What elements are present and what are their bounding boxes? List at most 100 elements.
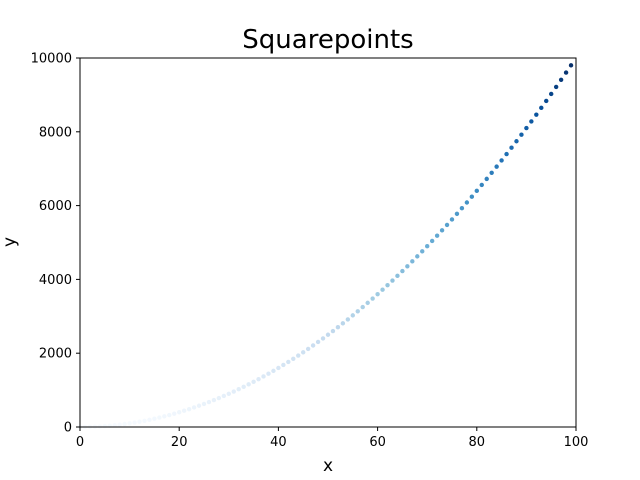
- data-point: [196, 403, 202, 408]
- data-point: [172, 411, 177, 416]
- data-point: [122, 421, 127, 427]
- x-tick-label: 40: [270, 435, 287, 450]
- data-point: [305, 346, 311, 352]
- data-point: [449, 217, 455, 222]
- data-point: [499, 158, 504, 163]
- data-point: [286, 359, 291, 365]
- chart-title: Squarepoints: [242, 25, 413, 55]
- data-point: [142, 418, 147, 423]
- data-point: [266, 371, 271, 376]
- data-point: [439, 228, 445, 233]
- data-point: [395, 273, 400, 279]
- data-point: [504, 151, 509, 157]
- data-point: [405, 264, 410, 269]
- data-point: [494, 164, 499, 169]
- data-point: [420, 249, 425, 254]
- data-point: [102, 423, 108, 429]
- data-point: [186, 406, 192, 412]
- data-point: [474, 188, 479, 194]
- data-point: [355, 309, 360, 314]
- data-point: [534, 112, 539, 117]
- data-point: [291, 356, 296, 361]
- data-point: [454, 211, 460, 217]
- data-point: [335, 325, 341, 330]
- data-point: [509, 145, 514, 150]
- data-point: [132, 420, 137, 425]
- data-point: [320, 336, 326, 341]
- y-tick-label: 8000: [39, 125, 72, 140]
- data-point: [553, 84, 559, 90]
- data-point: [434, 233, 440, 238]
- data-point: [350, 313, 355, 318]
- data-point: [137, 419, 142, 424]
- data-point: [206, 399, 212, 405]
- data-point: [469, 194, 475, 199]
- x-tick-label: 0: [76, 435, 84, 450]
- data-point: [296, 353, 301, 358]
- y-tick-label: 10000: [31, 52, 72, 67]
- x-tick-label: 60: [369, 435, 386, 450]
- data-point: [276, 365, 281, 371]
- x-tick-label: 80: [469, 435, 486, 450]
- data-point: [325, 332, 331, 337]
- data-point: [444, 222, 450, 228]
- x-axis: 0 20 40 60 80 100: [76, 427, 588, 450]
- data-point: [231, 389, 236, 394]
- data-point: [514, 139, 519, 144]
- data-point: [97, 424, 103, 429]
- data-point: [385, 282, 390, 288]
- data-point: [524, 125, 529, 131]
- data-point: [112, 422, 117, 428]
- data-point: [201, 401, 207, 407]
- data-point: [315, 339, 321, 345]
- y-tick-label: 0: [64, 421, 72, 436]
- data-point: [152, 416, 157, 421]
- data-point: [246, 382, 251, 387]
- data-point: [236, 387, 241, 392]
- x-tick-label: 20: [171, 435, 188, 450]
- data-point: [365, 300, 370, 306]
- data-point: [459, 206, 465, 211]
- y-tick-label: 2000: [39, 347, 72, 362]
- data-point: [464, 200, 470, 205]
- data-point: [256, 376, 261, 382]
- data-point: [191, 405, 197, 410]
- data-point: [544, 98, 549, 104]
- data-point: [271, 368, 276, 374]
- data-point: [310, 343, 316, 348]
- y-tick-label: 4000: [39, 273, 72, 288]
- data-point: [127, 421, 132, 426]
- data-point: [370, 296, 375, 301]
- y-tick-label: 6000: [39, 199, 72, 214]
- data-point: [221, 393, 227, 399]
- data-point: [345, 317, 351, 322]
- data-point: [568, 63, 574, 68]
- data-point: [330, 328, 336, 334]
- data-point: [211, 397, 217, 403]
- data-point: [558, 77, 564, 83]
- data-point: [375, 291, 380, 297]
- data-point: [429, 238, 435, 244]
- data-point: [390, 278, 395, 283]
- data-point: [177, 410, 182, 415]
- data-point: [410, 259, 415, 264]
- data-point: [400, 268, 405, 274]
- y-axis-title: y: [0, 237, 20, 247]
- data-point: [216, 395, 222, 401]
- data-point: [519, 132, 524, 137]
- x-axis-title: x: [323, 456, 333, 476]
- data-point: [539, 105, 544, 111]
- data-point: [415, 254, 420, 259]
- y-axis: 0 2000 4000 6000 8000 10000: [31, 52, 80, 436]
- data-point: [549, 91, 554, 97]
- data-point: [529, 119, 534, 124]
- data-point: [147, 417, 152, 422]
- data-point: [226, 391, 231, 396]
- data-point: [241, 384, 246, 390]
- data-point: [340, 321, 346, 326]
- data-point: [489, 170, 494, 175]
- data-point: [380, 287, 385, 292]
- data-point: [425, 243, 430, 249]
- data-point: [563, 70, 569, 75]
